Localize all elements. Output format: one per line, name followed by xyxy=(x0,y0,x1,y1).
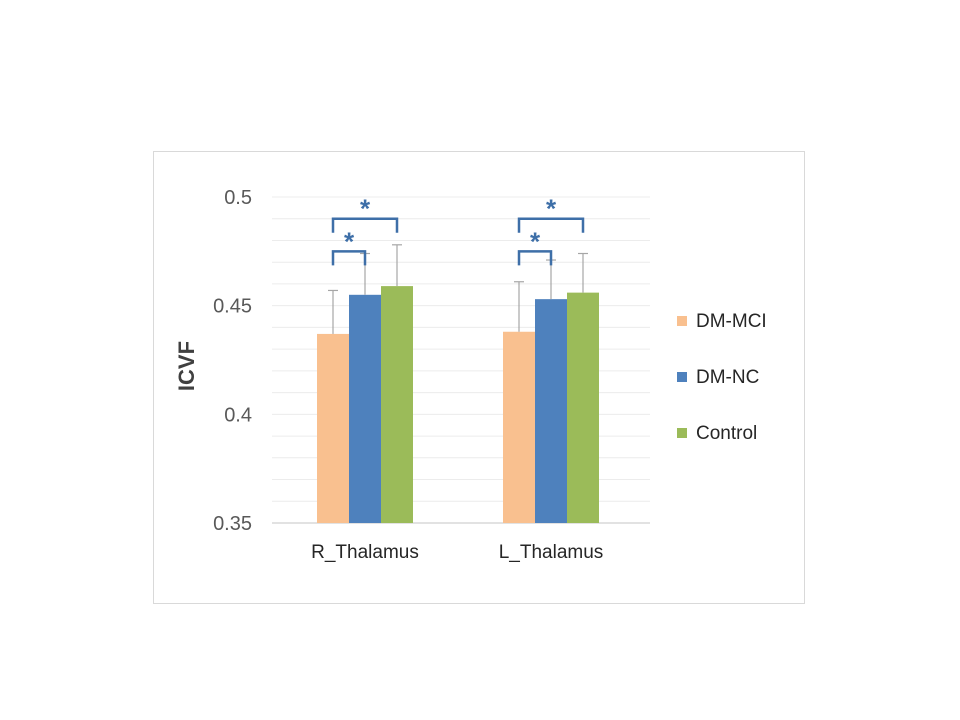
bar xyxy=(535,299,567,523)
y-tick-label: 0.5 xyxy=(224,187,252,209)
significance-star: * xyxy=(530,226,541,256)
legend-swatch xyxy=(677,316,687,326)
legend: DM-MCI DM-NC Control xyxy=(677,311,767,444)
legend-swatch xyxy=(677,372,687,382)
legend-swatch xyxy=(677,428,687,438)
significance-bracket xyxy=(331,217,399,233)
legend-label: DM-NC xyxy=(696,367,759,388)
significance-star: * xyxy=(546,194,557,224)
legend-label: DM-MCI xyxy=(696,311,767,332)
y-axis-ticks: 0.35 0.4 0.45 0.5 xyxy=(213,187,252,535)
significance-annotations: **** xyxy=(331,194,585,266)
bar-chart: 0.350.40.450.5 ICVF **** R_Thalamus L_Tha… xyxy=(174,187,767,563)
significance-star: * xyxy=(344,226,355,256)
chart-frame: 0.35 0.4 0.45 0.5 ICVF * * * * R_Thalamus L_Tha… xyxy=(153,151,805,604)
x-category-label: L_Thalamus xyxy=(499,542,604,563)
y-tick-label: 0.35 xyxy=(213,513,252,535)
legend-label: Control xyxy=(696,423,757,444)
y-axis-label: ICVF xyxy=(174,341,199,391)
bar xyxy=(567,292,599,523)
bars xyxy=(317,286,599,523)
error-bars xyxy=(328,244,588,334)
significance-bracket xyxy=(517,217,585,233)
bar xyxy=(317,333,349,523)
y-tick-label: 0.4 xyxy=(224,404,252,426)
x-category-label: R_Thalamus xyxy=(311,542,419,563)
significance-star: * xyxy=(360,194,371,224)
significance-bracket xyxy=(331,250,367,266)
bar xyxy=(349,294,381,523)
x-axis-categories: R_Thalamus L_Thalamus xyxy=(311,542,603,563)
y-tick-label: 0.45 xyxy=(213,296,252,318)
significance-bracket xyxy=(517,250,553,266)
bar xyxy=(503,331,535,523)
bar xyxy=(381,286,413,523)
